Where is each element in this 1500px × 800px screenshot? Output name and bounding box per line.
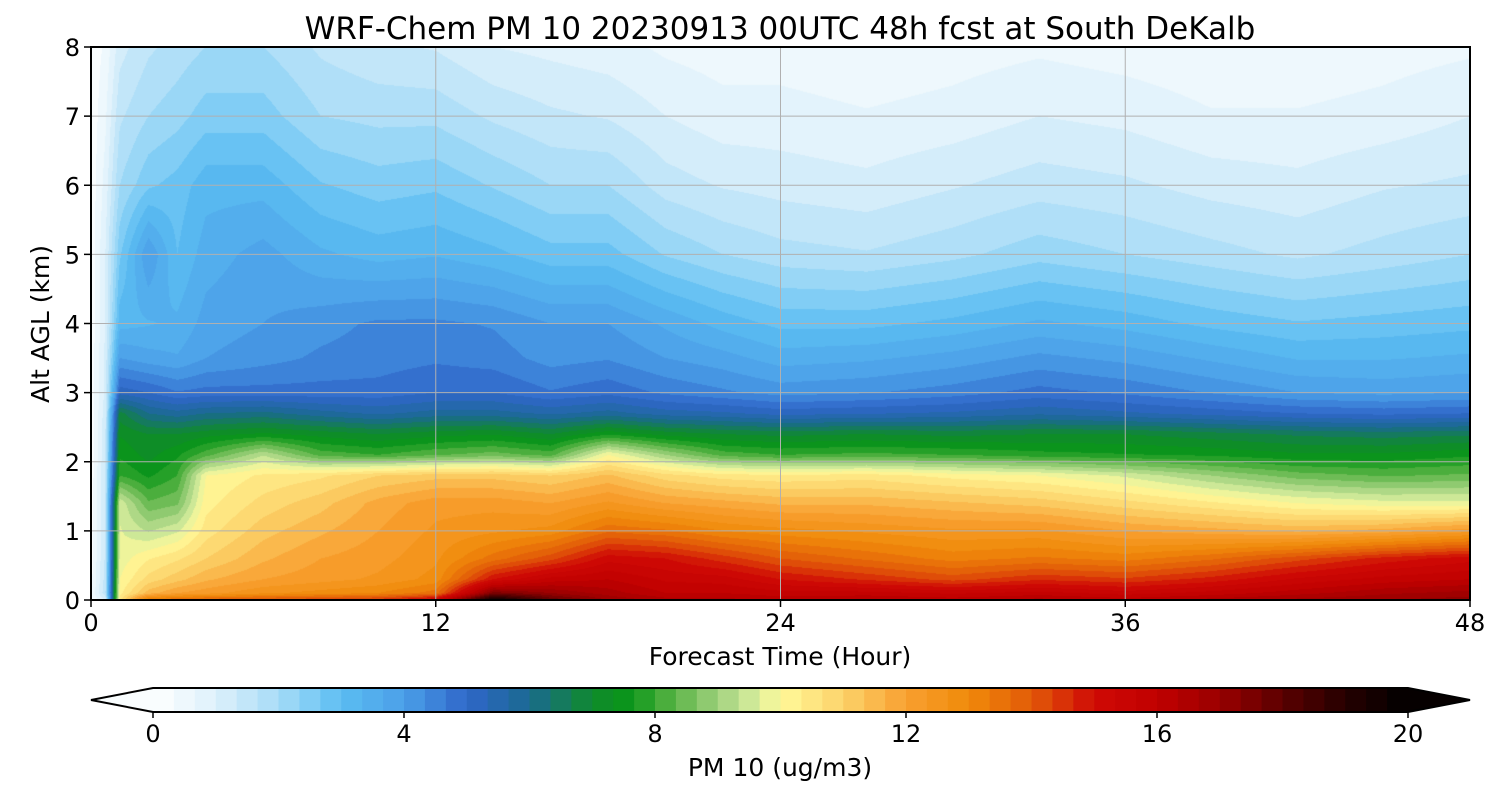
colorbar-level [1115, 688, 1137, 712]
chart-title: WRF-Chem PM 10 20230913 00UTC 48h fcst a… [305, 11, 1256, 47]
colorbar-level [989, 688, 1012, 712]
colorbar-tick-label: 16 [1142, 720, 1173, 748]
colorbar-tick-label: 4 [396, 720, 411, 748]
colorbar-level [215, 688, 238, 712]
y-tick-label: 6 [65, 172, 80, 200]
colorbar-level [153, 688, 175, 712]
x-tick-label: 48 [1455, 609, 1486, 637]
colorbar-level [1240, 688, 1263, 712]
colorbar-level [1345, 688, 1367, 712]
x-axis: 0 12 24 36 48 [83, 600, 1485, 637]
colorbar-level [424, 688, 447, 712]
x-tick-label: 24 [765, 609, 796, 637]
colorbar-level [445, 688, 468, 712]
y-tick-label: 4 [65, 311, 80, 339]
colorbar-level [571, 688, 593, 712]
colorbar-level [320, 688, 342, 712]
colorbar-level [299, 688, 321, 712]
colorbar-level [1303, 688, 1325, 712]
colorbar-level [801, 688, 823, 712]
colorbar-level [864, 688, 886, 712]
colorbar-level [696, 688, 719, 712]
colorbar-level [404, 688, 426, 712]
y-tick-label: 3 [65, 380, 80, 408]
colorbar-level [1157, 688, 1179, 712]
colorbar-level [362, 688, 384, 712]
colorbar-level [968, 688, 991, 712]
colorbar-min-extension [91, 688, 153, 712]
colorbar-level [926, 688, 949, 712]
colorbar-level [592, 688, 614, 712]
colorbar-level [1052, 688, 1074, 712]
y-tick-label: 0 [65, 587, 80, 615]
colorbar-level [780, 688, 803, 712]
colorbar-level [675, 688, 698, 712]
colorbar-level [278, 688, 301, 712]
colorbar-level [759, 688, 782, 712]
colorbar-level [1073, 688, 1095, 712]
colorbar-level [1219, 688, 1242, 712]
x-tick-label: 0 [83, 609, 98, 637]
y-tick-label: 1 [65, 518, 80, 546]
colorbar-level [947, 688, 970, 712]
colorbar-level [1177, 688, 1200, 712]
colorbar-level [1094, 688, 1116, 712]
colorbar-level [738, 688, 761, 712]
colorbar-level [1031, 688, 1054, 712]
colorbar-level [634, 688, 656, 712]
colorbar-level [508, 688, 531, 712]
colorbar-level [822, 688, 844, 712]
x-tick-label: 12 [420, 609, 451, 637]
colorbar-level [550, 688, 572, 712]
colorbar-level [885, 688, 907, 712]
colorbar-label: PM 10 (ug/m3) [688, 753, 872, 782]
colorbar-level [383, 688, 405, 712]
colorbar-tick-label: 0 [145, 720, 160, 748]
y-tick-label: 7 [65, 103, 80, 131]
colorbar-ticks: 0 4 8 12 16 20 [145, 712, 1423, 748]
colorbar-level [487, 688, 510, 712]
colorbar-level [1282, 688, 1305, 712]
colorbar-level [173, 688, 196, 712]
colorbar-level [1198, 688, 1221, 712]
colorbar-tick-label: 8 [647, 720, 662, 748]
y-axis: 0 1 2 3 4 5 6 7 8 [65, 34, 91, 615]
colorbar-level [194, 688, 217, 712]
x-tick-label: 36 [1110, 609, 1141, 637]
colorbar-level [236, 688, 259, 712]
colorbar-level [1366, 688, 1388, 712]
colorbar-level [843, 688, 865, 712]
colorbar-tick-label: 20 [1393, 720, 1424, 748]
x-axis-label: Forecast Time (Hour) [649, 642, 912, 671]
y-tick-label: 5 [65, 241, 80, 269]
colorbar-level [1387, 688, 1409, 712]
colorbar [90, 687, 1471, 713]
y-axis-label: Alt AGL (km) [26, 245, 55, 403]
colorbar-level [1261, 688, 1284, 712]
colorbar-level [257, 688, 280, 712]
colorbar-level [906, 688, 928, 712]
colorbar-level [1324, 688, 1346, 712]
colorbar-level [655, 688, 677, 712]
colorbar-tick-label: 12 [891, 720, 922, 748]
colorbar-max-extension [1408, 688, 1470, 712]
colorbar-level [529, 688, 552, 712]
colorbar-level [1136, 688, 1158, 712]
colorbar-level [717, 688, 740, 712]
colorbar-level [613, 688, 635, 712]
colorbar-level [1010, 688, 1033, 712]
colorbar-level [466, 688, 489, 712]
y-tick-label: 8 [65, 34, 80, 62]
y-tick-label: 2 [65, 449, 80, 477]
colorbar-level [341, 688, 363, 712]
